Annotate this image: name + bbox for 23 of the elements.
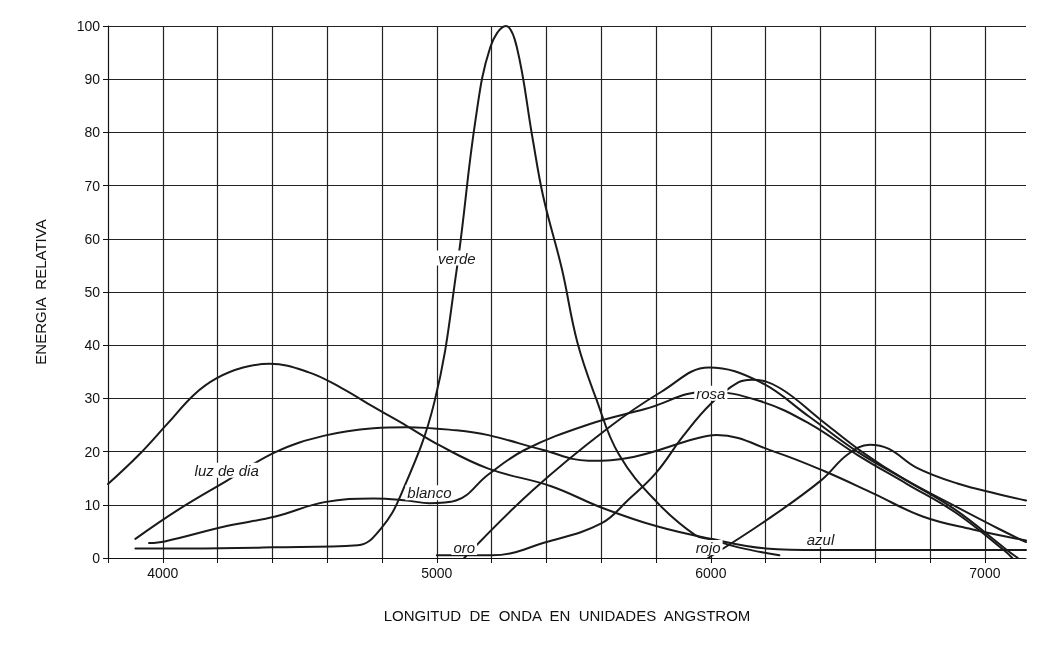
y-tick-label: 50 bbox=[84, 284, 101, 300]
y-tick-label: 100 bbox=[76, 18, 101, 34]
series-label: luz de dia bbox=[194, 461, 259, 479]
x-tick-label: 5000 bbox=[421, 565, 453, 581]
series-label: verde bbox=[438, 249, 476, 267]
series-label: oro bbox=[453, 539, 476, 556]
series-label: rojo bbox=[695, 539, 721, 556]
y-tick-label: 40 bbox=[84, 337, 101, 354]
x-axis-title: LONGITUD DE ONDA EN UNIDADES ANGSTROM bbox=[383, 607, 751, 624]
series-label: azul bbox=[806, 531, 835, 549]
x-tick-label: 7000 bbox=[969, 565, 1001, 581]
y-tick-label: 80 bbox=[84, 124, 101, 141]
y-tick-label: 30 bbox=[84, 390, 101, 407]
y-tick-label: 0 bbox=[92, 550, 101, 566]
y-tick-label: 60 bbox=[84, 230, 101, 247]
y-tick-label: 90 bbox=[84, 71, 101, 88]
y-tick-label: 10 bbox=[84, 496, 101, 513]
y-tick-label: 20 bbox=[84, 443, 101, 460]
x-tick-label: 6000 bbox=[695, 565, 727, 581]
y-axis-title: ENERGIA RELATIVA bbox=[32, 219, 49, 365]
series-label: blanco bbox=[407, 484, 452, 502]
y-tick-label: 70 bbox=[84, 177, 101, 194]
x-tick-label: 4000 bbox=[147, 565, 179, 581]
